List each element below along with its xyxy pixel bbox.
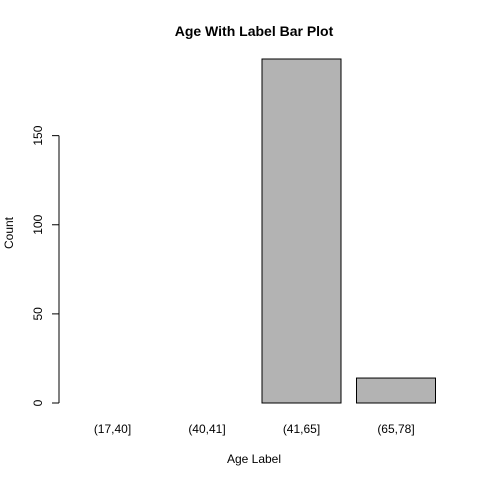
x-tick-label: (17,40] — [94, 422, 131, 436]
x-tick-label: (40,41] — [188, 422, 225, 436]
y-axis: 0 50 100 150 — [31, 125, 60, 406]
bar-4 — [356, 377, 436, 404]
y-axis-label: Count — [2, 216, 16, 249]
y-tick-label: 150 — [31, 125, 45, 145]
chart-title: Age With Label Bar Plot — [175, 23, 334, 39]
bars-group — [261, 58, 436, 404]
bar-3 — [261, 58, 342, 404]
y-tick-label: 100 — [31, 214, 45, 234]
y-tick-label: 50 — [31, 307, 45, 321]
x-tick-label: (41,65] — [283, 422, 320, 436]
x-tick-label: (65,78] — [377, 422, 414, 436]
x-axis-label: Age Label — [227, 452, 281, 466]
x-tick-labels: (17,40] (40,41] (41,65] (65,78] — [94, 422, 415, 436]
y-tick-label: 0 — [31, 399, 45, 406]
